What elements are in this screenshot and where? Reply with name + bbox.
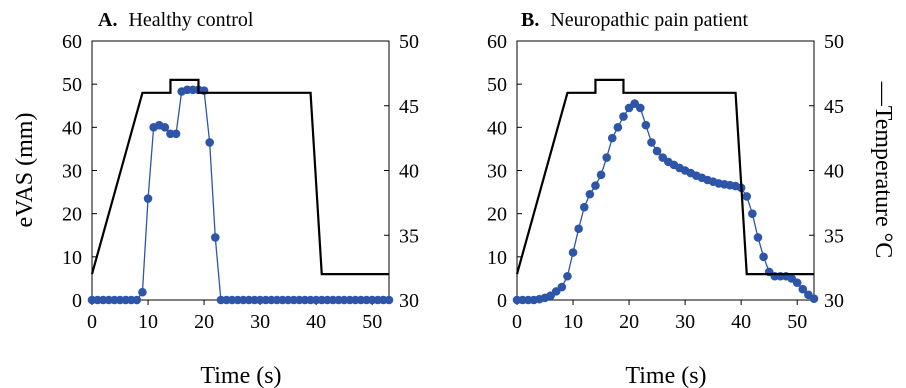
- panel-a-x-tick-label: 50: [362, 311, 382, 333]
- panel-b-x-tick-label: 20: [619, 311, 639, 333]
- panel-b-left-tick-labels: 60 50 40 30 20 10 0: [487, 31, 522, 312]
- panel-b-evas-point: [607, 133, 617, 143]
- right-y-axis-label: —Temperature °C: [870, 81, 896, 259]
- panel-b-evas-point: [647, 138, 656, 147]
- panel-b-left-tick-label: 10: [487, 247, 507, 269]
- panel-b-evas-point: [652, 146, 662, 156]
- panel-a-x-tick-label: 30: [250, 311, 270, 333]
- panel-b-plot-frame: [516, 40, 815, 301]
- panel-b-x-tick-label: 10: [563, 311, 583, 333]
- panel-b-evas-point: [635, 103, 645, 113]
- panel-b-evas-point: [574, 224, 583, 234]
- panel-a-left-tick-label: 10: [62, 247, 82, 269]
- panel-a-evas-point: [160, 123, 170, 132]
- panel-a-left-tick-label: 40: [62, 117, 82, 139]
- panel-b-evas-point: [579, 202, 589, 212]
- panel-b-x-tick-label: 0: [512, 311, 522, 333]
- panel-a-evas-point: [210, 233, 220, 242]
- panel-b-series: [512, 78, 819, 305]
- panel-a-title-text: Healthy control: [128, 9, 253, 31]
- panel-b-left-tick-label: 40: [487, 117, 507, 139]
- panel-a-left-tick-labels: 60 50 40 30 20 10 0: [62, 31, 97, 312]
- panel-a-x-tick-labels: 0 10 20 30 40 50: [87, 300, 382, 333]
- panel-b: B. Neuropathic pain patient 60 50 40 30 20 10…: [487, 9, 844, 388]
- panel-a-left-tick-label: 30: [62, 161, 82, 183]
- panel-a-right-tick-labels: 50 45 40 35 30: [384, 31, 419, 312]
- panel-b-evas-point: [619, 112, 628, 121]
- panel-a-left-tick-label: 60: [62, 31, 82, 53]
- panel-a-temperature-line: [90, 78, 389, 276]
- left-y-axis-label: eVAS (mm): [12, 113, 38, 228]
- panel-a-x-tick-label: 40: [306, 311, 326, 333]
- panel-a-series: [87, 78, 394, 305]
- panel-b-title-text: Neuropathic pain patient: [550, 9, 748, 31]
- panel-b-left-tick-label: 0: [497, 290, 507, 312]
- panel-b-right-tick-label: 40: [824, 161, 844, 183]
- panel-a-right-tick-label: 30: [399, 290, 419, 312]
- panel-a-right-tick-label: 45: [399, 96, 419, 118]
- panel-a-x-tick-label: 10: [138, 311, 158, 333]
- panel-b-evas-point: [742, 192, 752, 201]
- panel-b-evas-point: [602, 153, 611, 162]
- panel-a-letter: A.: [98, 9, 117, 31]
- panel-b-evas-point: [563, 271, 572, 281]
- panel-a-evas-point: [138, 287, 147, 297]
- panel-b-evas-point: [613, 123, 623, 132]
- panel-a: A. Healthy control 60 50 40 30 20 10 0 50 45 40 3…: [62, 9, 419, 388]
- panel-a-x-axis-label: Time (s): [200, 363, 281, 388]
- panel-b-evas-point: [759, 252, 768, 262]
- panel-b-right-tick-labels: 50 45 40 35 30: [809, 31, 844, 312]
- panel-a-left-tick-label: 20: [62, 204, 82, 226]
- panel-a-evas-point: [143, 194, 153, 203]
- panel-b-title: B. Neuropathic pain patient: [521, 9, 748, 31]
- panel-b-evas-point: [748, 209, 757, 218]
- panel-a-evas-point: [171, 129, 181, 139]
- panel-b-right-tick-label: 50: [824, 31, 844, 53]
- panel-b-evas-point: [591, 181, 600, 190]
- panel-a-left-tick-label: 0: [72, 290, 82, 312]
- panel-b-left-tick-label: 50: [487, 74, 507, 96]
- panel-b-left-tick-label: 60: [487, 31, 507, 53]
- panel-b-x-tick-label: 30: [675, 311, 695, 333]
- panel-b-evas-point: [792, 278, 802, 288]
- panel-a-evas-line: [92, 89, 389, 301]
- panel-b-x-tick-label: 50: [787, 311, 807, 333]
- panel-b-evas-point: [568, 248, 578, 257]
- panel-b-evas-point: [798, 284, 808, 294]
- panel-a-x-tick-label: 0: [87, 311, 97, 333]
- panel-b-left-tick-label: 20: [487, 204, 507, 226]
- panel-a-plot-frame: [91, 40, 390, 301]
- panel-b-right-tick-label: 30: [824, 290, 844, 312]
- panel-b-x-axis-label: Time (s): [625, 363, 706, 388]
- panel-a-right-tick-label: 50: [399, 31, 419, 53]
- panel-a-title: A. Healthy control: [98, 9, 254, 31]
- panel-b-x-tick-label: 40: [731, 311, 751, 333]
- panel-b-evas-point: [641, 120, 651, 130]
- panel-b-evas-point: [753, 233, 763, 242]
- panel-b-evas-point: [585, 189, 595, 199]
- panel-b-right-tick-label: 45: [824, 96, 844, 118]
- panel-b-evas-point: [557, 282, 567, 292]
- panel-b-x-tick-labels: 0 10 20 30 40 50: [512, 300, 807, 333]
- panel-a-left-tick-label: 50: [62, 74, 82, 96]
- panel-b-temperature-line: [515, 78, 814, 276]
- panel-a-x-tick-label: 20: [194, 311, 214, 333]
- panel-a-evas-point: [132, 295, 142, 305]
- panel-a-evas-point: [384, 295, 394, 305]
- panel-a-right-tick-label: 35: [399, 225, 419, 247]
- panel-b-right-tick-label: 35: [824, 225, 844, 247]
- panel-b-left-tick-label: 30: [487, 161, 507, 183]
- panel-b-evas-point: [596, 170, 606, 180]
- panel-a-evas-point: [205, 138, 214, 147]
- panel-b-letter: B.: [521, 9, 539, 31]
- panel-b-evas-point: [809, 294, 819, 304]
- panel-a-right-tick-label: 40: [399, 161, 419, 183]
